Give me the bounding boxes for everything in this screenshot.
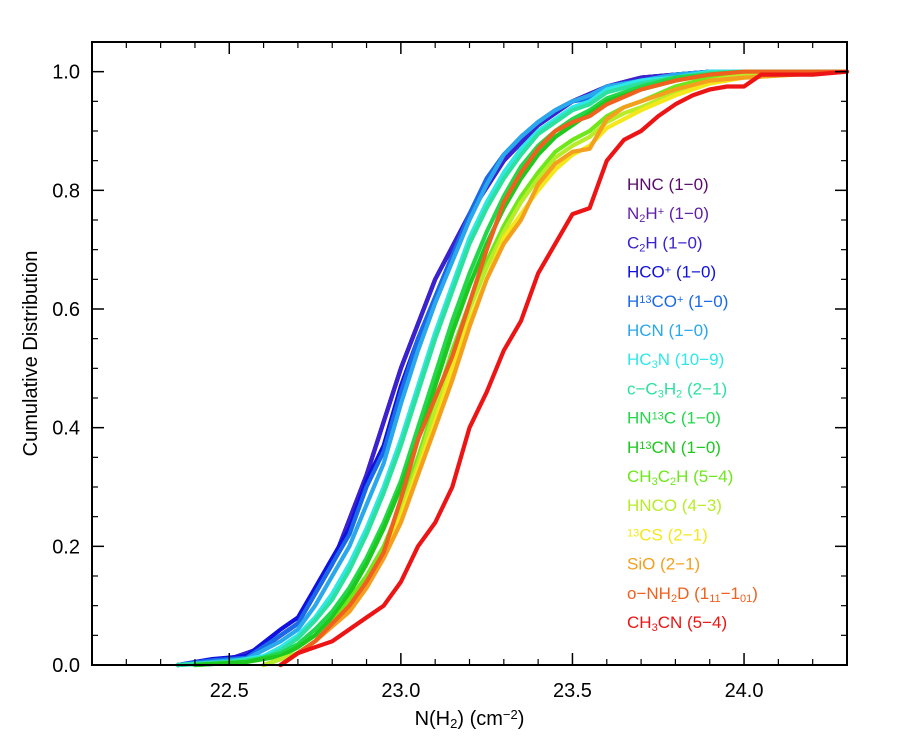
x-axis-label: N(H2) (cm−2): [415, 707, 525, 731]
legend: HNC (1−0) N2H+ (1−0) C2H (1−0) HCO+ (1−0) H1…: [627, 175, 758, 634]
series-line-11: [261, 69, 850, 668]
legend-entry-6: HC3N (10−9): [627, 350, 724, 371]
y-tick-label: 1.0: [52, 62, 80, 84]
y-tick-label: 0.6: [52, 299, 80, 321]
y-tick-label: 0.8: [52, 180, 80, 202]
series-line-14: [278, 69, 850, 668]
series-line-15: [278, 69, 850, 668]
legend-entry-5: HCN (1−0): [627, 321, 709, 340]
series-line-13: [278, 69, 850, 668]
series-line-9: [192, 69, 850, 668]
y-tick-label: 0.0: [52, 655, 80, 677]
y-axis-label: Cumulative Distribution: [20, 251, 42, 457]
legend-entry-9: H13CN (1−0): [627, 438, 721, 457]
legend-entry-4: H13CO+ (1−0): [627, 292, 728, 311]
series-line-8: [192, 69, 850, 668]
legend-entry-2: C2H (1−0): [627, 233, 703, 254]
legend-entry-7: c−C3H2 (2−1): [627, 379, 727, 400]
x-tick-label: 22.5: [210, 680, 249, 702]
legend-entry-3: HCO+ (1−0): [627, 263, 716, 282]
plot-frame: [91, 41, 848, 666]
x-tick-label: 23.5: [553, 680, 592, 702]
legend-entry-8: HN13C (1−0): [627, 409, 721, 428]
y-tick-label: 0.4: [52, 418, 80, 440]
legend-entry-0: HNC (1−0): [627, 175, 709, 194]
x-tick-label: 23.0: [381, 680, 420, 702]
series-layer: [175, 69, 850, 668]
legend-entry-11: HNCO (4−3): [627, 496, 722, 515]
legend-entry-1: N2H+ (1−0): [627, 204, 709, 225]
legend-entry-15: CH3CN (5−4): [627, 613, 727, 634]
legend-entry-13: SiO (2−1): [627, 555, 700, 574]
legend-entry-12: 13CS (2−1): [627, 525, 708, 544]
axis-ticks: 22.5 23.0 23.5 24.0 0.0 0.2 0.4 0.6 0.8 1.0: [52, 42, 847, 702]
legend-entry-10: CH3C2H (5−4): [627, 467, 733, 488]
series-line-7: [175, 69, 850, 668]
x-tick-label: 24.0: [725, 680, 764, 702]
y-tick-label: 0.2: [52, 536, 80, 558]
legend-entry-14: o−NH2D (111−101): [627, 584, 758, 605]
series-line-6: [175, 69, 850, 668]
